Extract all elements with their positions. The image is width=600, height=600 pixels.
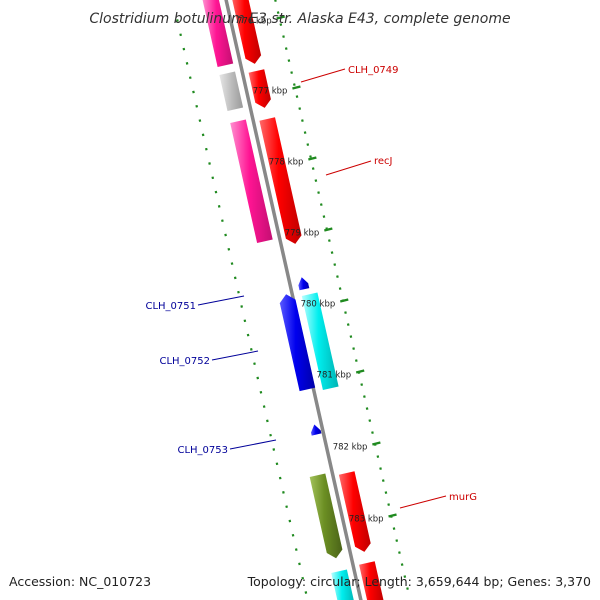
tick-label: 779 kbp <box>285 228 320 238</box>
leader-line <box>325 160 372 176</box>
tick-track-dashed <box>176 19 308 594</box>
gene-arrow <box>230 119 273 243</box>
major-tick <box>355 369 365 374</box>
gene-arrow <box>279 294 316 392</box>
tick-track-dotted <box>274 0 409 590</box>
label-leader-lines <box>197 68 447 509</box>
tick-label: 777 kbp <box>253 86 288 96</box>
map-title: Clostridium botulinum E3 str. Alaska E43… <box>89 11 510 27</box>
gene-arrow <box>359 561 384 600</box>
leader-line <box>229 439 277 450</box>
major-tick <box>339 298 349 303</box>
gene-arrow <box>331 569 354 600</box>
tick-label: 776 kbp <box>237 16 272 26</box>
gene-label[interactable]: CLH_0749 <box>348 65 399 76</box>
gene-label[interactable]: CLH_0753 <box>177 445 228 456</box>
major-tick <box>308 156 317 161</box>
gene-label[interactable]: CLH_0751 <box>145 301 196 312</box>
major-tick <box>388 513 397 518</box>
genome-summary-text: Topology: circular; Length: 3,659,644 bp… <box>247 574 591 589</box>
leader-line <box>211 350 259 361</box>
gene-label[interactable]: recJ <box>374 156 393 167</box>
gene-labels: CLH_0749 recJ CLH_0751 CLH_0752 CLH_0753 murG <box>145 65 476 503</box>
tick-label: 782 kbp <box>333 442 368 452</box>
gene-arrow <box>219 71 244 111</box>
tick-label: 778 kbp <box>269 157 304 167</box>
major-tick <box>292 85 301 90</box>
gene-features <box>202 0 384 600</box>
tick-label: 783 kbp <box>349 514 384 524</box>
accession-text: Accession: NC_010723 <box>9 574 151 589</box>
gene-arrow <box>248 69 271 108</box>
major-tick <box>372 441 381 446</box>
tick-label: 780 kbp <box>301 299 336 309</box>
major-tick <box>324 227 333 232</box>
leader-line <box>197 295 245 306</box>
gene-label[interactable]: murG <box>449 492 477 503</box>
gene-arrow <box>232 0 262 64</box>
gene-arrow <box>311 424 322 436</box>
leader-line <box>399 495 447 509</box>
gene-arrow <box>301 292 339 390</box>
tick-labels: 776 kbp 777 kbp 778 kbp 779 kbp 780 kbp 781 k… <box>237 15 397 524</box>
major-tick <box>276 15 285 20</box>
gene-arrow <box>259 117 302 244</box>
gene-arrow <box>202 0 234 67</box>
gene-label[interactable]: CLH_0752 <box>159 356 210 367</box>
gene-arrow <box>309 473 343 559</box>
tick-label: 781 kbp <box>317 370 352 380</box>
gene-arrow <box>298 277 310 291</box>
leader-line <box>300 68 346 83</box>
gene-arrow <box>338 471 371 552</box>
